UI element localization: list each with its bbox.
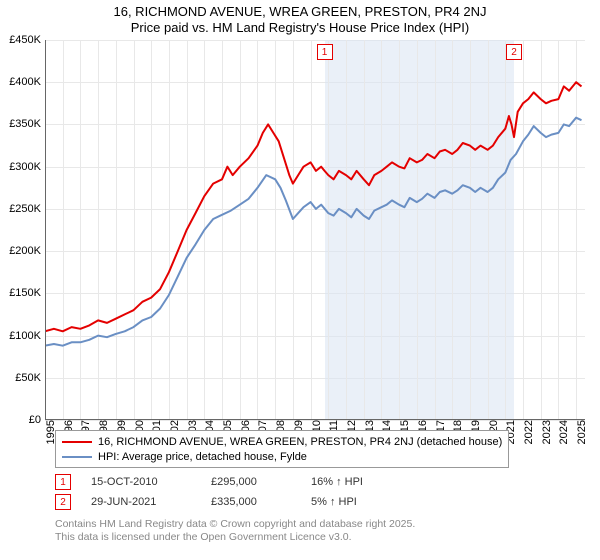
x-axis-label: 2023: [537, 420, 553, 444]
y-axis-label: £150K: [9, 287, 45, 299]
chart-sale-marker-1: 1: [317, 44, 333, 60]
y-axis-label: £300K: [9, 161, 45, 173]
footer: Contains HM Land Registry data © Crown c…: [55, 518, 415, 544]
legend-label-price-paid: 16, RICHMOND AVENUE, WREA GREEN, PRESTON…: [98, 436, 502, 448]
footer-line-2: This data is licensed under the Open Gov…: [55, 531, 415, 544]
y-axis-label: £450K: [9, 34, 45, 46]
legend-row-hpi: HPI: Average price, detached house, Fyld…: [62, 449, 502, 464]
y-axis-line: [45, 40, 46, 420]
x-axis-label: 2025: [572, 420, 588, 444]
sale-1-date: 15-OCT-2010: [91, 476, 211, 488]
footer-line-1: Contains HM Land Registry data © Crown c…: [55, 518, 415, 531]
title-line-2: Price paid vs. HM Land Registry's House …: [0, 20, 600, 36]
plot-svg: [45, 40, 585, 420]
sale-marker-2: 2: [55, 494, 71, 510]
y-axis-label: £200K: [9, 245, 45, 257]
sales-table: 1 15-OCT-2010 £295,000 16% ↑ HPI 2 29-JU…: [55, 472, 431, 512]
legend: 16, RICHMOND AVENUE, WREA GREEN, PRESTON…: [55, 430, 509, 468]
legend-label-hpi: HPI: Average price, detached house, Fyld…: [98, 451, 307, 463]
series-hpi: [45, 118, 582, 346]
y-axis-label: £100K: [9, 330, 45, 342]
sale-2-date: 29-JUN-2021: [91, 496, 211, 508]
sales-row-2: 2 29-JUN-2021 £335,000 5% ↑ HPI: [55, 492, 431, 512]
x-axis-label: 2024: [554, 420, 570, 444]
title-line-1: 16, RICHMOND AVENUE, WREA GREEN, PRESTON…: [0, 4, 600, 20]
legend-swatch-hpi: [62, 456, 92, 458]
sales-row-1: 1 15-OCT-2010 £295,000 16% ↑ HPI: [55, 472, 431, 492]
y-axis-label: £250K: [9, 203, 45, 215]
y-axis-label: £350K: [9, 118, 45, 130]
x-axis-line: [45, 419, 585, 420]
title-block: 16, RICHMOND AVENUE, WREA GREEN, PRESTON…: [0, 0, 600, 37]
sale-2-price: £335,000: [211, 496, 311, 508]
y-axis-label: £400K: [9, 76, 45, 88]
y-axis-label: £50K: [15, 372, 45, 384]
x-axis-label: 2022: [519, 420, 535, 444]
sale-1-price: £295,000: [211, 476, 311, 488]
chart-sale-marker-2: 2: [506, 44, 522, 60]
sale-marker-1-num: 1: [60, 477, 66, 488]
chart-container: 16, RICHMOND AVENUE, WREA GREEN, PRESTON…: [0, 0, 600, 560]
sale-marker-2-num: 2: [60, 497, 66, 508]
chart-area: £0£50K£100K£150K£200K£250K£300K£350K£400…: [45, 40, 585, 420]
sale-marker-1: 1: [55, 474, 71, 490]
sale-1-pct: 16% ↑ HPI: [311, 476, 431, 488]
legend-swatch-price-paid: [62, 441, 92, 443]
legend-row-price-paid: 16, RICHMOND AVENUE, WREA GREEN, PRESTON…: [62, 434, 502, 449]
sale-2-pct: 5% ↑ HPI: [311, 496, 431, 508]
